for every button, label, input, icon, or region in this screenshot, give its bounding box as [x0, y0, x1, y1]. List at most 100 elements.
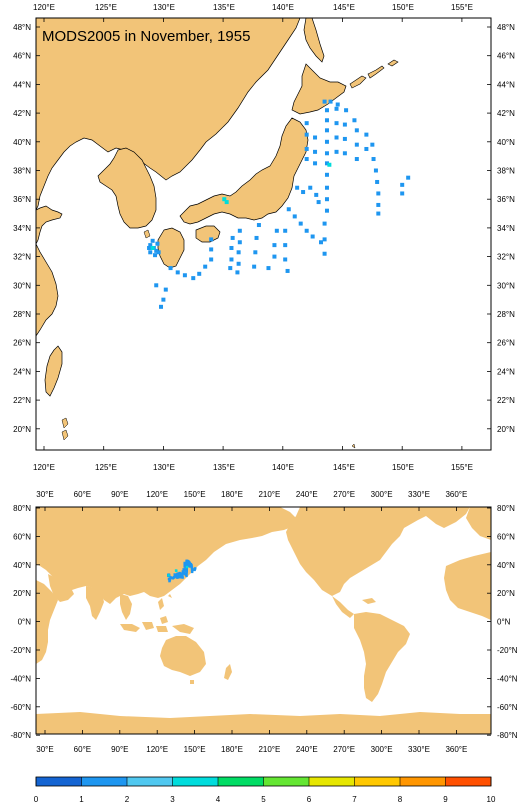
global-lat-label: -80°N: [10, 731, 31, 740]
observation-marker: [197, 271, 202, 276]
observation-marker: [322, 251, 327, 256]
small-islands: [61, 229, 356, 449]
observation-marker: [344, 108, 349, 113]
observation-marker: [298, 221, 303, 226]
observation-marker: [203, 264, 208, 269]
map-title: MODS2005 in November, 1955: [42, 28, 250, 45]
top-lat-label-right: 40°N: [497, 138, 515, 147]
global-lat-label: 40°N: [13, 561, 31, 570]
observation-marker: [352, 118, 357, 123]
top-lon-label: 145°E: [333, 3, 355, 12]
central-america: [332, 596, 376, 618]
top-lon-label: 120°E: [33, 3, 55, 12]
korean-peninsula: [97, 147, 157, 229]
observation-marker: [209, 257, 214, 262]
global-lat-labels: 80°N 80°N 60°N 60°N 40°N 40°N 20°N 20°N 0°N 0°N -2…: [10, 504, 517, 740]
global-lon-label: 90°E: [111, 490, 128, 499]
kuril-islands: [349, 59, 399, 89]
observation-marker: [342, 122, 347, 127]
top-lat-label: 28°N: [13, 310, 31, 319]
observation-marker: [364, 132, 369, 137]
west-africa-europe: [444, 552, 491, 620]
observation-marker: [148, 250, 153, 255]
global-lon-label-bottom: 60°E: [74, 745, 91, 754]
observation-marker: [400, 182, 405, 187]
observation-marker: [230, 235, 235, 240]
observation-marker-alt: [224, 200, 229, 205]
global-observation-marker: [178, 571, 181, 575]
global-lat-label: -60°N: [10, 703, 31, 712]
top-lat-label: 44°N: [13, 80, 31, 89]
observation-marker-alt: [150, 245, 155, 250]
asia-mainland: [36, 18, 301, 211]
observation-marker: [285, 268, 290, 273]
global-lon-label: 300°E: [371, 490, 393, 499]
observation-marker: [209, 247, 214, 252]
global-lat-label-right: -40°N: [497, 674, 518, 683]
hokkaido: [291, 63, 347, 115]
colorbar-swatch: [218, 777, 264, 786]
top-lat-label: 46°N: [13, 52, 31, 61]
global-lat-label: 0°N: [18, 618, 32, 627]
africa-east: [36, 580, 58, 664]
observation-marker: [159, 304, 164, 309]
global-lat-label-right: 0°N: [497, 618, 511, 627]
observation-marker: [304, 228, 309, 233]
global-observation-marker: [184, 569, 188, 572]
top-lon-label-bottom: 140°E: [272, 463, 294, 472]
colorbar-swatch: [127, 777, 173, 786]
top-lon-label: 135°E: [213, 3, 235, 12]
colorbar-label: 5: [261, 795, 266, 804]
observation-marker: [342, 151, 347, 156]
colorbar-label: 7: [352, 795, 357, 804]
global-ticks: [36, 507, 491, 736]
top-lat-label-right: 48°N: [497, 23, 515, 32]
global-lon-label-bottom: 360°E: [445, 745, 467, 754]
observation-marker: [147, 245, 152, 250]
observation-marker-alt: [222, 197, 227, 202]
observation-marker: [156, 250, 161, 255]
observation-marker: [364, 146, 369, 151]
top-lon-label-bottom: 130°E: [153, 463, 175, 472]
global-observation-marker: [184, 563, 187, 566]
observation-marker: [175, 270, 180, 275]
australia: [160, 636, 206, 676]
colorbar-swatch: [263, 777, 310, 786]
top-ticks: [36, 18, 491, 450]
observation-marker: [313, 135, 318, 140]
observation-marker: [335, 102, 340, 107]
observation-marker: [371, 157, 376, 162]
global-lat-label-right: 60°N: [497, 532, 515, 541]
global-observation-marker: [193, 568, 196, 572]
observation-marker: [283, 257, 288, 262]
global-lon-label-bottom: 120°E: [146, 745, 168, 754]
observation-marker: [229, 245, 234, 250]
top-lat-label-right: 20°N: [497, 425, 515, 434]
global-observation-marker: [176, 576, 179, 579]
top-lat-label-right: 24°N: [497, 367, 515, 376]
global-observation-points: [167, 559, 197, 583]
global-lat-label-right: -80°N: [497, 731, 518, 740]
global-lat-label: -40°N: [10, 674, 31, 683]
top-lat-label-right: 28°N: [497, 310, 515, 319]
observation-marker: [314, 192, 319, 197]
observation-marker: [209, 237, 214, 242]
observation-marker: [256, 223, 261, 228]
top-lat-label: 22°N: [13, 396, 31, 405]
regional-map-frame: [35, 17, 492, 451]
global-lon-labels: 30°E 30°E 60°E 60°E 90°E 90°E 120°E 120°E 150°E 1…: [36, 490, 467, 754]
colorbar-swatch: [81, 777, 128, 786]
top-lon-label-bottom: 155°E: [451, 463, 473, 472]
global-lon-label-bottom: 150°E: [184, 745, 206, 754]
observation-marker: [316, 200, 321, 205]
observation-marker: [236, 250, 241, 255]
kyushu: [157, 227, 185, 269]
observation-marker: [324, 208, 329, 213]
observation-marker: [161, 297, 166, 302]
shandong-coast: [36, 205, 63, 245]
observation-marker: [354, 128, 359, 133]
observation-marker: [308, 185, 313, 190]
top-lat-label: 24°N: [13, 367, 31, 376]
observation-marker: [191, 276, 196, 281]
global-lon-label-bottom: 330°E: [408, 745, 430, 754]
